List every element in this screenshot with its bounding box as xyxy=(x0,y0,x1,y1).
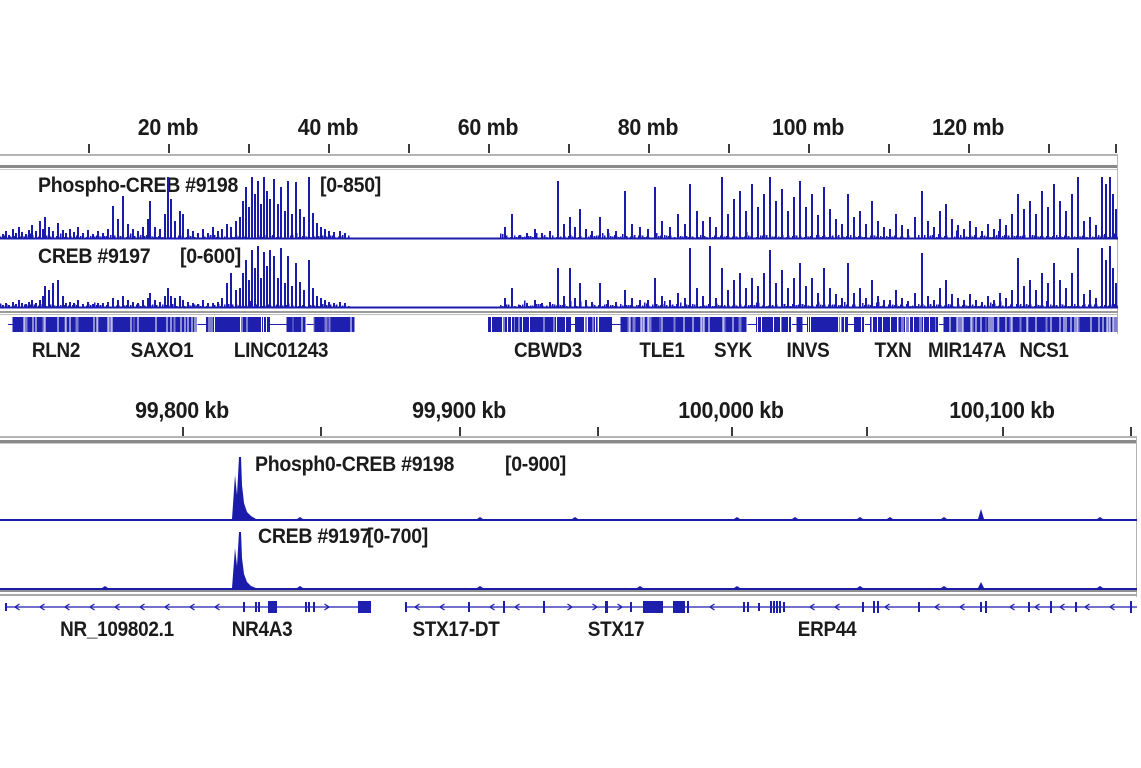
bottom-ruler-line xyxy=(0,436,1137,438)
mid-separator-bottom-b xyxy=(0,594,1137,596)
bottom-ruler-label-1: 99,900 kb xyxy=(412,397,506,423)
bottom-separator-dark xyxy=(0,440,1137,443)
bottom-ruler-tick-4 xyxy=(731,427,733,436)
overview-gene-label-0: RLN2 xyxy=(31,339,81,362)
overview-gene-label-6: INVS xyxy=(786,339,830,362)
track-label-creb-locus: CREB #9197 xyxy=(258,525,371,548)
track-range-creb-overview: [0-600] xyxy=(180,245,242,268)
top-ruler-tick-1 xyxy=(168,144,170,153)
top-ruler-label-4: 100 mb xyxy=(771,114,845,140)
top-ruler-tick-10 xyxy=(888,144,890,153)
top-ruler-line xyxy=(0,154,1118,156)
top-ruler-tick-5 xyxy=(488,144,490,153)
top-ruler-tick-3 xyxy=(328,144,330,153)
bottom-ruler-tick-7 xyxy=(1130,427,1132,436)
top-ruler-tick-13 xyxy=(1115,144,1117,153)
gene-model-track[interactable] xyxy=(0,598,1137,616)
locus-gene-label-4: ERP44 xyxy=(797,618,857,641)
bottom-ruler-tick-2 xyxy=(459,427,461,436)
mid-separator-bottom-a xyxy=(0,590,1137,592)
mid-separator-top-b xyxy=(0,314,1118,315)
locus-gene-label-2: STX17-DT xyxy=(412,618,500,641)
creb-overview-track[interactable] xyxy=(0,241,1118,309)
top-ruler-label-3: 80 mb xyxy=(617,114,679,140)
top-ruler-tick-9 xyxy=(808,144,810,153)
bottom-ruler-tick-1 xyxy=(320,427,322,436)
gene-density-band[interactable] xyxy=(0,317,1118,332)
bottom-ruler-tick-3 xyxy=(597,427,599,436)
top-ruler-label-5: 120 mb xyxy=(931,114,1005,140)
track-range-phospho-creb-locus: [0-900] xyxy=(505,453,567,476)
overview-gene-label-7: TXN xyxy=(874,339,912,362)
bottom-separator-light xyxy=(0,443,1137,444)
overview-gene-label-3: CBWD3 xyxy=(514,339,582,362)
top-ruler-tick-7 xyxy=(648,144,650,153)
bottom-ruler-label-2: 100,000 kb xyxy=(678,397,784,423)
overview-gene-label-2: LINC01243 xyxy=(233,339,329,362)
locus-gene-label-3: STX17 xyxy=(587,618,645,641)
overview-gene-label-9: NCS1 xyxy=(1019,339,1069,362)
top-ruler-tick-11 xyxy=(968,144,970,153)
top-ruler-tick-0 xyxy=(88,144,90,153)
overview-gene-label-1: SAXO1 xyxy=(130,339,194,362)
track-label-creb-overview: CREB #9197 xyxy=(38,245,151,268)
bottom-panel-right-edge xyxy=(1136,436,1137,597)
top-ruler-tick-2 xyxy=(248,144,250,153)
top-separator-light xyxy=(0,169,1118,170)
top-ruler-tick-8 xyxy=(728,144,730,153)
track-label-phospho-creb-overview: Phospho-CREB #9198 xyxy=(38,174,239,197)
track-range-creb-locus: [0-700] xyxy=(367,525,429,548)
top-ruler-label-0: 20 mb xyxy=(137,114,199,140)
top-separator-dark xyxy=(0,165,1118,168)
top-ruler-label-2: 60 mb xyxy=(457,114,519,140)
track-range-phospho-creb-overview: [0-850] xyxy=(320,174,382,197)
bottom-ruler-label-0: 99,800 kb xyxy=(135,397,229,423)
locus-gene-label-1: NR4A3 xyxy=(231,618,293,641)
bottom-ruler-label-3: 100,100 kb xyxy=(949,397,1055,423)
overview-gene-label-4: TLE1 xyxy=(639,339,685,362)
top-panel-right-edge xyxy=(1117,154,1118,334)
mid-separator-top-a xyxy=(0,311,1118,313)
locus-gene-label-0: NR_109802.1 xyxy=(60,618,174,641)
bottom-ruler-tick-5 xyxy=(866,427,868,436)
top-ruler-label-1: 40 mb xyxy=(297,114,359,140)
bottom-ruler-tick-6 xyxy=(1002,427,1004,436)
top-ruler-tick-12 xyxy=(1048,144,1050,153)
bottom-ruler-tick-0 xyxy=(182,427,184,436)
track-label-phospho-creb-locus: Phosph0-CREB #9198 xyxy=(255,453,455,476)
top-ruler-tick-4 xyxy=(408,144,410,153)
overview-gene-label-5: SYK xyxy=(713,339,753,362)
top-ruler-tick-6 xyxy=(568,144,570,153)
phospho-creb-overview-track[interactable] xyxy=(0,170,1118,240)
creb-locus-track[interactable] xyxy=(0,524,1137,590)
phospho-creb-locus-track[interactable] xyxy=(0,446,1137,521)
overview-gene-label-8: MIR147A xyxy=(928,339,1006,362)
